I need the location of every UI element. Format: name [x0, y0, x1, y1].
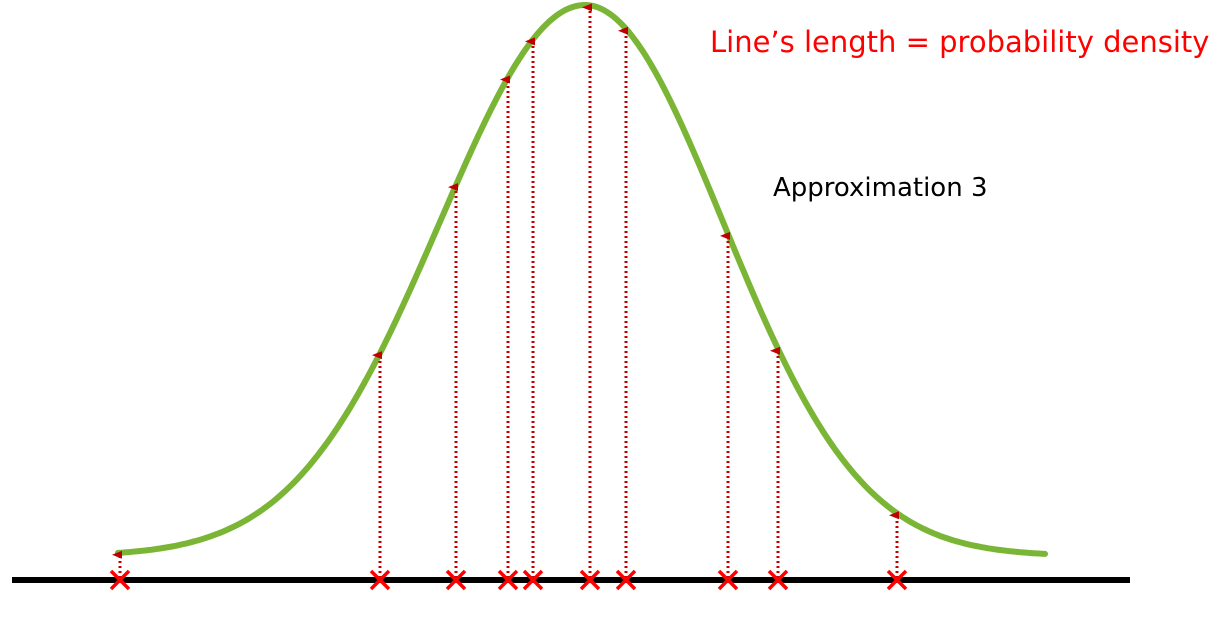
annotation: Line’s length = probability density — [710, 25, 1209, 59]
sample-mark — [886, 569, 908, 591]
sample-mark — [109, 569, 131, 591]
sample-mark — [522, 569, 544, 591]
sample-mark — [615, 569, 637, 591]
sample-mark — [369, 569, 391, 591]
sample-mark — [497, 569, 519, 591]
sample-mark — [445, 569, 467, 591]
arrows — [109, 3, 908, 591]
sample-mark — [579, 569, 601, 591]
density-curve — [115, 1, 1048, 557]
curve-label: Approximation 3 — [773, 173, 988, 203]
sample-mark — [767, 569, 789, 591]
sample-mark — [717, 569, 739, 591]
